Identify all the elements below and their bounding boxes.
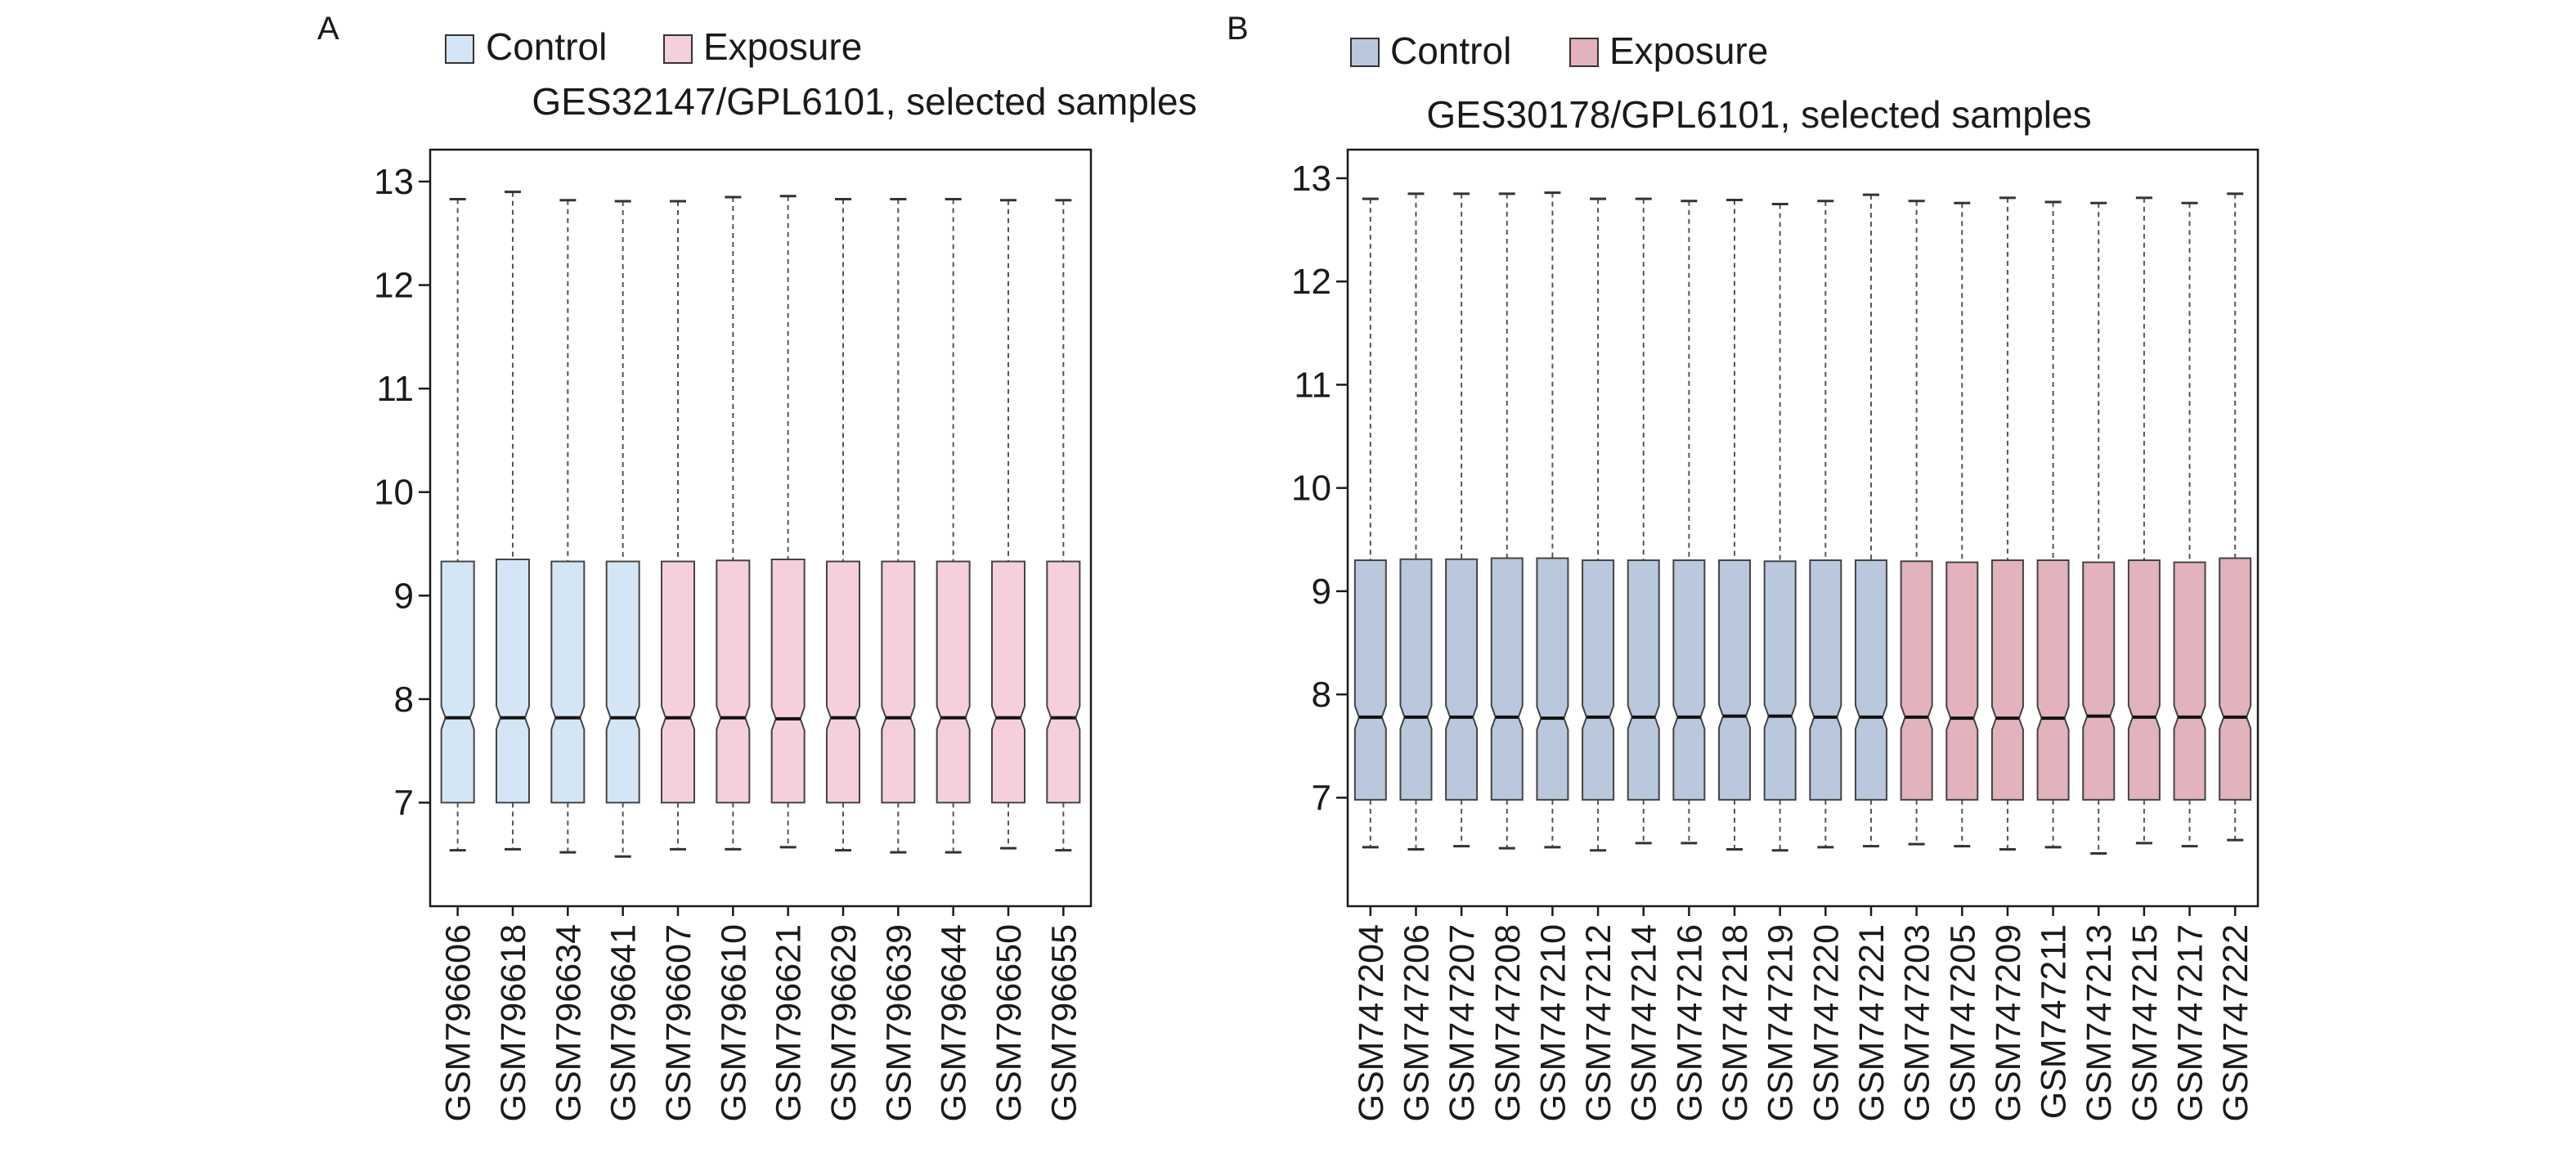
x-tick-label: GSM747211 — [2035, 924, 2074, 1119]
y-tick-label: 12 — [1291, 262, 1331, 302]
y-tick-label: 12 — [374, 266, 414, 306]
legend-label-control: Control — [1390, 29, 1511, 72]
x-tick-label: GSM747217 — [2171, 924, 2210, 1121]
plot-marks: 7 8 9 10 11 12 13 GSM796606 GSM796618 GSM796634 GS… — [374, 162, 1084, 1121]
box — [1399, 558, 1433, 801]
x-tick-label: GSM796641 — [604, 924, 644, 1121]
box — [1763, 560, 1797, 801]
legend-swatch-control — [1350, 38, 1380, 67]
legend-swatch-control — [445, 34, 474, 64]
box — [1353, 559, 1387, 801]
box — [1046, 560, 1081, 804]
x-tick-label: GSM747204 — [1352, 924, 1391, 1121]
box — [2082, 561, 2116, 801]
x-tick-label: GSM796629 — [824, 924, 864, 1121]
x-tick-label: GSM747207 — [1443, 924, 1482, 1121]
y-tick-label: 10 — [374, 473, 414, 513]
x-tick-label: GSM796621 — [770, 924, 809, 1121]
box — [716, 559, 751, 804]
box — [770, 558, 806, 804]
box — [605, 560, 640, 804]
box — [661, 560, 695, 804]
legend-label-exposure: Exposure — [703, 25, 862, 68]
box — [1490, 557, 1524, 801]
x-tick-label: GSM747218 — [1716, 924, 1755, 1121]
y-tick-label: 8 — [394, 680, 414, 720]
plot-frame — [1346, 148, 2260, 908]
box — [1900, 560, 1933, 801]
x-tick-label: GSM747212 — [1579, 924, 1618, 1121]
panel-label: A — [317, 11, 339, 47]
x-tick-label: GSM747208 — [1488, 924, 1528, 1121]
box — [1445, 558, 1479, 801]
y-tick-label: 9 — [1312, 572, 1331, 612]
x-tick-label: GSM796607 — [659, 924, 698, 1121]
panel-a: A Control Exposure GES32147/GPL6101, sel… — [317, 11, 1197, 1121]
box — [496, 558, 530, 804]
box — [2219, 557, 2252, 801]
legend-swatch-exposure — [1569, 38, 1599, 67]
panel-b: B Control Exposure GES30178/GPL6101, sel… — [1227, 11, 2260, 1122]
x-tick-label: GSM747209 — [1989, 924, 2028, 1121]
box — [881, 560, 916, 804]
x-tick-label: GSM796644 — [935, 924, 974, 1121]
box — [550, 560, 586, 804]
box — [2173, 561, 2206, 801]
legend-label-control: Control — [486, 25, 607, 68]
box — [1627, 559, 1660, 801]
box — [1945, 561, 1979, 801]
legend-swatch-exposure — [663, 34, 693, 64]
x-tick-label: GSM747203 — [1898, 924, 1937, 1121]
x-tick-label: GSM747220 — [1806, 924, 1846, 1121]
x-tick-label: GSM796606 — [439, 924, 478, 1121]
box — [1582, 559, 1615, 801]
box — [936, 560, 971, 804]
plot-frame — [429, 148, 1093, 908]
y-tick-label: 10 — [1291, 469, 1331, 509]
y-tick-label: 7 — [1312, 778, 1331, 818]
y-tick-label: 7 — [394, 783, 414, 823]
x-tick-label: GSM747222 — [2216, 924, 2255, 1121]
x-tick-label: GSM747219 — [1761, 924, 1801, 1121]
x-tick-label: GSM747216 — [1670, 924, 1709, 1121]
box — [2036, 559, 2070, 801]
x-tick-label: GSM747221 — [1852, 924, 1892, 1121]
y-tick-label: 8 — [1312, 675, 1331, 715]
y-tick-label: 11 — [1294, 365, 1331, 405]
x-tick-label: GSM796655 — [1044, 924, 1084, 1121]
x-tick-label: GSM747214 — [1625, 924, 1664, 1121]
y-tick-label: 13 — [374, 162, 414, 202]
box — [1718, 559, 1752, 801]
x-tick-label: GSM747215 — [2125, 924, 2165, 1121]
panel-label: B — [1227, 11, 1249, 47]
x-tick-label: GSM747213 — [2080, 924, 2119, 1121]
x-tick-label: GSM796610 — [714, 924, 753, 1121]
x-tick-label: GSM747210 — [1533, 924, 1573, 1121]
x-tick-label: GSM796650 — [990, 924, 1029, 1121]
x-tick-label: GSM796618 — [494, 924, 533, 1121]
box — [1672, 559, 1706, 801]
chart-title: GES32147/GPL6101, selected samples — [532, 80, 1196, 123]
x-tick-label: GSM747206 — [1397, 924, 1436, 1121]
box — [1809, 559, 1842, 801]
box — [1854, 559, 1887, 801]
legend-label-exposure: Exposure — [1609, 29, 1768, 72]
box — [2127, 559, 2161, 801]
box — [991, 560, 1025, 804]
x-tick-label: GSM796634 — [549, 924, 588, 1121]
y-tick-label: 13 — [1291, 159, 1331, 199]
chart-title: GES30178/GPL6101, selected samples — [1426, 93, 2091, 136]
box — [1536, 557, 1569, 801]
box — [1990, 559, 2024, 801]
y-tick-label: 9 — [394, 576, 414, 616]
y-tick-label: 11 — [376, 369, 414, 409]
x-tick-label: GSM747205 — [1943, 924, 1982, 1121]
box — [440, 560, 475, 804]
box — [826, 560, 860, 804]
x-tick-label: GSM796639 — [879, 924, 918, 1121]
